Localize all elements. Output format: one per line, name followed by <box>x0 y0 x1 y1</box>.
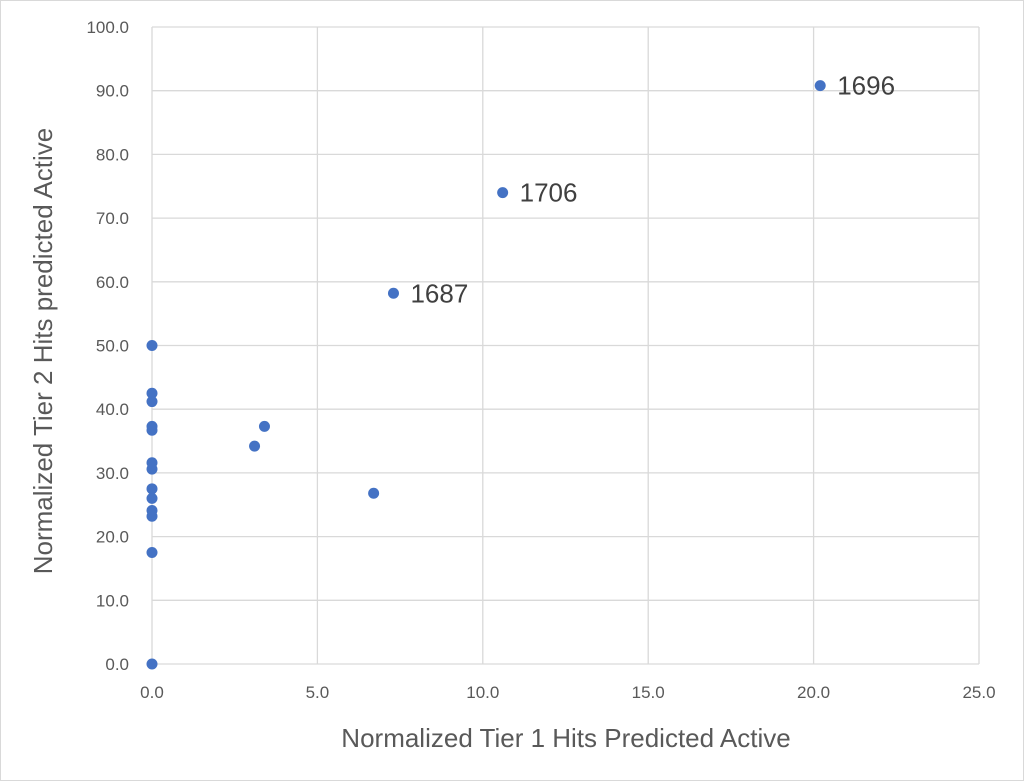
data-point <box>146 658 158 670</box>
y-tick-label: 40.0 <box>96 400 129 419</box>
y-tick-label: 90.0 <box>96 82 129 101</box>
data-label: 1706 <box>520 178 578 208</box>
data-point <box>497 187 509 199</box>
data-point <box>146 457 158 469</box>
data-point <box>387 287 399 299</box>
data-point <box>146 396 158 408</box>
tick-labels: 0.0 5.0 10.0 15.0 20.0 25.0 0.0 10.0 20.0 30.0 40.… <box>86 18 995 702</box>
data-point <box>258 420 270 432</box>
x-tick-label: 20.0 <box>797 683 830 702</box>
x-tick-label: 0.0 <box>140 683 164 702</box>
y-tick-label: 20.0 <box>96 528 129 547</box>
data-point <box>146 547 158 559</box>
data-points <box>146 80 826 670</box>
data-point <box>146 483 158 495</box>
y-tick-label: 0.0 <box>105 655 129 674</box>
y-tick-label: 100.0 <box>86 18 129 37</box>
data-point <box>249 440 261 452</box>
y-tick-label: 80.0 <box>96 145 129 164</box>
y-tick-label: 70.0 <box>96 209 129 228</box>
x-axis-title: Normalized Tier 1 Hits Predicted Active <box>341 723 790 753</box>
data-point <box>146 340 158 351</box>
data-point <box>146 387 158 399</box>
data-point <box>146 420 158 432</box>
y-tick-label: 50.0 <box>96 337 129 356</box>
data-label: 1687 <box>410 278 468 308</box>
y-tick-label: 30.0 <box>96 464 129 483</box>
data-label: 1696 <box>837 71 895 101</box>
x-tick-label: 15.0 <box>632 683 665 702</box>
y-tick-label: 60.0 <box>96 273 129 292</box>
y-tick-label: 10.0 <box>96 591 129 610</box>
data-labels: 1687 1706 1696 <box>410 71 895 309</box>
x-tick-label: 25.0 <box>962 683 995 702</box>
data-point <box>146 504 158 516</box>
data-point <box>146 492 158 504</box>
data-point <box>368 487 380 499</box>
x-tick-label: 5.0 <box>306 683 330 702</box>
x-tick-label: 10.0 <box>466 683 499 702</box>
data-point <box>814 80 826 92</box>
y-axis-title: Normalized Tier 2 Hits predicted Active <box>28 128 58 575</box>
grid-lines <box>151 26 980 665</box>
